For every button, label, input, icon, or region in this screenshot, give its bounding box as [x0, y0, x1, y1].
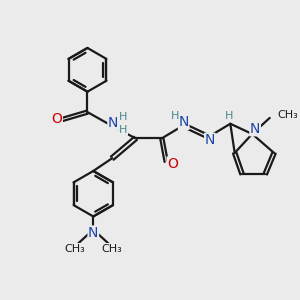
- Text: H: H: [171, 111, 179, 121]
- Text: CH₃: CH₃: [102, 244, 123, 254]
- Text: N: N: [205, 134, 215, 147]
- Text: N: N: [108, 116, 118, 130]
- Text: N: N: [250, 122, 260, 136]
- Text: O: O: [51, 112, 62, 126]
- Text: CH₃: CH₃: [277, 110, 298, 120]
- Text: N: N: [178, 115, 189, 129]
- Text: CH₃: CH₃: [64, 244, 85, 254]
- Text: H: H: [119, 125, 128, 135]
- Text: N: N: [88, 226, 98, 240]
- Text: H: H: [225, 112, 233, 122]
- Text: H: H: [119, 112, 127, 122]
- Text: O: O: [167, 157, 178, 171]
